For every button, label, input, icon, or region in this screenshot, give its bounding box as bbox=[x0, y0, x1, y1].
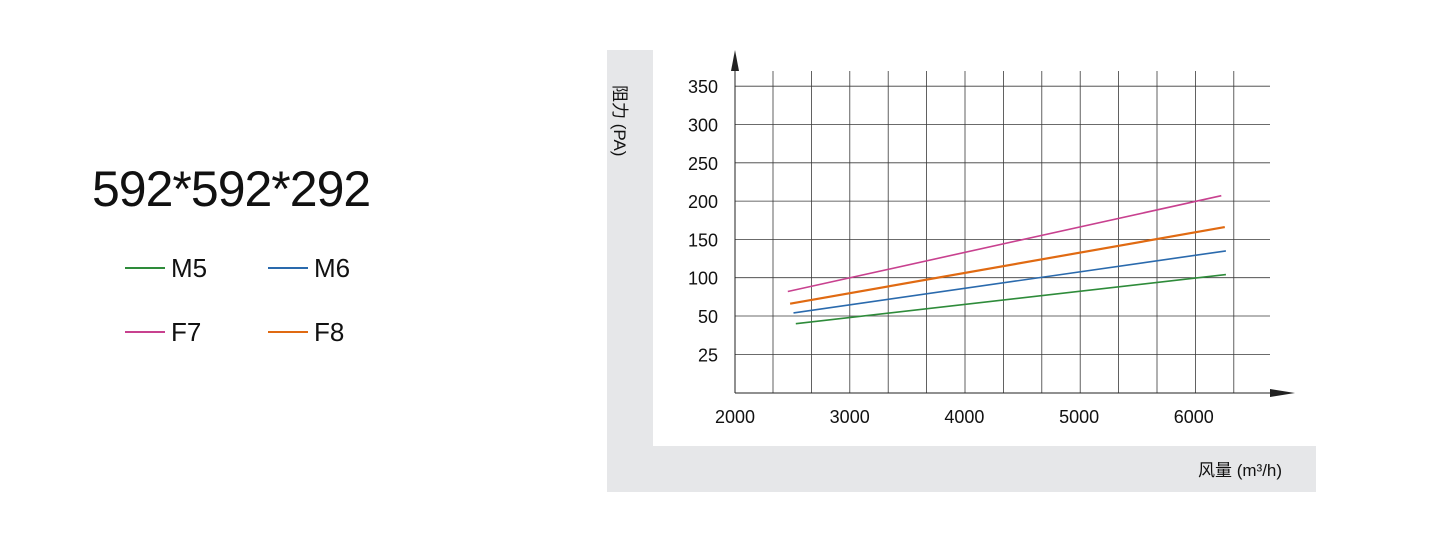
filter-size-title: 592*592*292 bbox=[92, 161, 371, 217]
legend-swatch-m6 bbox=[268, 267, 308, 269]
y-tick-label: 150 bbox=[688, 230, 718, 250]
y-tick-label: 250 bbox=[688, 154, 718, 174]
x-tick-label: 4000 bbox=[944, 407, 984, 427]
legend-label-m5: M5 bbox=[171, 252, 208, 283]
legend-item-f8: F8 bbox=[268, 312, 344, 352]
x-tick-label: 2000 bbox=[715, 407, 755, 427]
y-axis-arrow bbox=[731, 50, 739, 71]
x-axis-title: 风量 (m³/h) bbox=[1198, 461, 1283, 480]
legend-item-m5: M5 bbox=[125, 248, 207, 288]
legend-swatch-f7 bbox=[125, 331, 165, 333]
y-axis-title-wrap: 阻力 (PA) bbox=[610, 85, 640, 175]
legend-swatch-m5 bbox=[125, 267, 165, 269]
chart-series bbox=[787, 194, 1227, 325]
x-tick-label: 6000 bbox=[1174, 407, 1214, 427]
legend-item-f7: F7 bbox=[125, 312, 201, 352]
series-line-m5 bbox=[795, 273, 1226, 325]
y-tick-label: 350 bbox=[688, 77, 718, 97]
x-axis-arrow bbox=[1270, 389, 1295, 397]
legend-swatch-f8 bbox=[268, 331, 308, 333]
y-tick-label: 300 bbox=[688, 116, 718, 136]
legend-item-m6: M6 bbox=[268, 248, 350, 288]
x-tick-label: 3000 bbox=[830, 407, 870, 427]
legend-label-f8: F8 bbox=[314, 316, 345, 347]
y-tick-label: 100 bbox=[688, 269, 718, 289]
chart-tick-labels: 25 50 100 150 200 250 300 350 2000 3000 4000 5000 60… bbox=[688, 77, 1214, 427]
chart-grid bbox=[735, 71, 1270, 393]
y-tick-label: 25 bbox=[698, 346, 718, 366]
series-line-f8 bbox=[789, 226, 1225, 305]
y-tick-label: 50 bbox=[698, 307, 718, 327]
chart-axes bbox=[731, 50, 1295, 397]
series-line-m6 bbox=[793, 250, 1227, 314]
y-tick-label: 200 bbox=[688, 192, 718, 212]
legend-label-f7: F7 bbox=[171, 316, 202, 347]
series-line-f7 bbox=[787, 194, 1222, 293]
y-axis-title: 阻力 (PA) bbox=[610, 85, 629, 157]
chart-legend: M5 M6 F7 F8 bbox=[125, 248, 425, 358]
chart-frame-left bbox=[607, 50, 653, 492]
chart-frame-bottom bbox=[607, 446, 1316, 492]
legend-label-m6: M6 bbox=[314, 252, 351, 283]
x-tick-label: 5000 bbox=[1059, 407, 1099, 427]
